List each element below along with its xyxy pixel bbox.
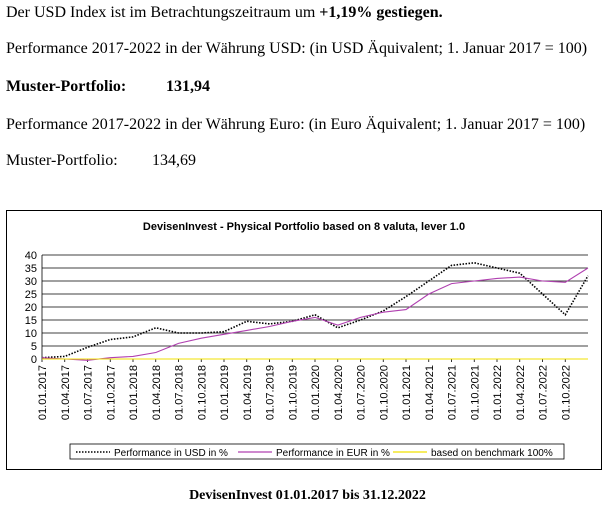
y-tick-label: 5 [31,341,37,353]
x-tick-label: 01.01.2017 [37,365,49,420]
x-tick-label: 01.07.2020 [356,365,368,420]
series-line-1 [41,261,589,359]
usd-index-statement: Der USD Index ist im Betrachtungszeitrau… [6,4,443,22]
x-tick-label: 01.10.2017 [105,365,117,420]
chart-legend: Performance in USD in % Performance in EU… [69,443,565,460]
chart-title: DevisenInvest - Physical Portfolio based… [143,221,465,233]
x-tick-label: 01.07.2022 [538,365,550,420]
x-tick-label: 01.10.2019 [287,365,299,420]
x-tick-label: 01.04.2022 [515,365,527,420]
x-tick-label: 01.04.2020 [333,365,345,420]
x-tick-label: 01.01.2022 [492,365,504,420]
x-tick-label: 01.01.2019 [219,365,231,420]
chart-caption: DevisenInvest 01.01.2017 bis 31.12.2022 [189,488,426,503]
y-tick-label: 30 [25,276,37,288]
y-tick-label: 20 [25,302,37,314]
usd-index-change: +1,19% gestiegen. [319,4,443,21]
performance-chart: DevisenInvest - Physical Portfolio based… [25,221,589,460]
usd-portfolio-value: 131,94 [166,78,210,95]
x-tick-label: 01.10.2022 [560,365,572,420]
legend-label: Performance in EUR in % [276,448,390,459]
x-tick-label: 01.01.2020 [310,365,322,420]
x-tick-label: 01.10.2020 [378,365,390,420]
x-tick-label: 01.01.2021 [401,365,413,420]
x-tick-label: 01.04.2019 [242,365,254,420]
chart-frame: DevisenInvest - Physical Portfolio based… [6,210,602,470]
series-line-2 [41,267,589,361]
y-tick-label: 10 [25,328,37,340]
x-tick-label: 01.07.2017 [83,365,95,420]
x-tick-label: 01.04.2021 [424,365,436,420]
legend-label: based on benchmark 100% [431,448,553,459]
x-tick-label: 01.10.2021 [469,365,481,420]
x-tick-label: 01.01.2018 [128,365,140,420]
legend-box [69,443,565,460]
x-tick-label: 01.07.2019 [265,365,277,420]
eur-portfolio-row: Muster-Portfolio: 134,69 [6,152,196,170]
usd-portfolio-row: Muster-Portfolio: 131,94 [6,78,210,96]
y-tick-label: 25 [25,289,37,301]
x-tick-label: 01.04.2018 [151,365,163,420]
eur-portfolio-value: 134,69 [152,152,196,169]
usd-portfolio-label: Muster-Portfolio: [6,78,127,95]
y-tick-label: 0 [31,354,37,366]
y-tick-label: 35 [25,263,37,275]
x-tick-label: 01.10.2018 [196,365,208,420]
x-tick-label: 01.07.2021 [447,365,459,420]
y-tick-label: 15 [25,315,37,327]
y-tick-label: 40 [25,250,37,262]
performance-usd-heading: Performance 2017-2022 in der Währung USD… [6,40,588,57]
performance-eur-heading: Performance 2017-2022 in der Währung Eur… [6,116,586,133]
eur-portfolio-label: Muster-Portfolio: [6,152,118,169]
x-tick-label: 01.07.2018 [174,365,186,420]
legend-label: Performance in USD in % [114,448,228,459]
usd-index-text: Der USD Index ist im Betrachtungszeitrau… [6,4,320,21]
x-tick-label: 01.04.2017 [60,365,72,420]
